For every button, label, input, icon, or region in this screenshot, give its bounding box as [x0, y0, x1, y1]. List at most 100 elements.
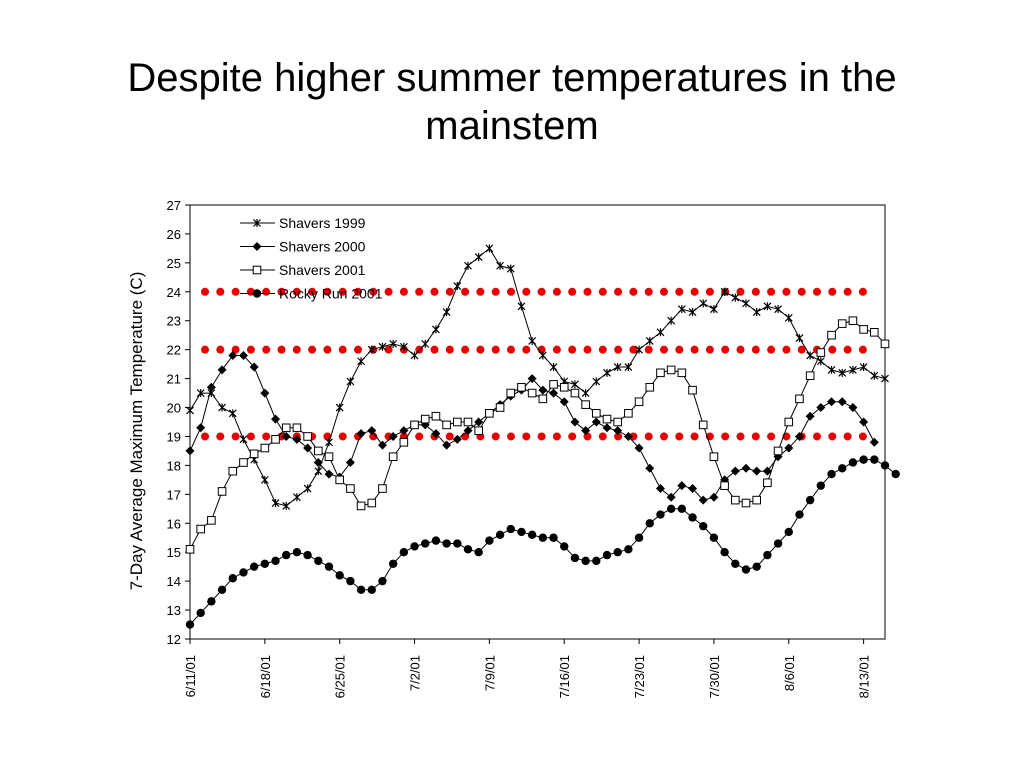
data-point-rocky-run-2001	[570, 553, 580, 563]
data-point-shavers-2001	[463, 417, 473, 427]
data-point-shavers-1999	[485, 244, 494, 253]
data-point-rocky-run-2001	[527, 530, 537, 540]
data-point-shavers-2001	[314, 446, 323, 456]
x-tick-label: 7/9/01	[482, 655, 497, 691]
data-point-shavers-2000	[677, 481, 687, 491]
data-point-rocky-run-2001	[795, 510, 804, 519]
data-point-shavers-1999	[784, 313, 793, 322]
data-point-shavers-1999	[592, 377, 601, 386]
data-point-shavers-2001	[292, 423, 302, 433]
x-tick-label: 6/11/01	[183, 655, 198, 697]
data-point-rocky-run-2001	[506, 524, 515, 534]
data-point-shavers-2001	[517, 382, 526, 392]
data-point-shavers-1999	[848, 365, 857, 374]
data-point-shavers-2001	[741, 498, 751, 508]
data-point-rocky-run-2001	[314, 556, 323, 566]
data-point-shavers-2001	[410, 420, 419, 430]
y-tick-label: 26	[167, 227, 181, 242]
data-point-rocky-run-2001	[763, 550, 772, 560]
x-tick-label: 7/23/01	[632, 655, 647, 698]
legend-marker-shavers-2000	[252, 242, 262, 251]
data-point-shavers-2000	[206, 382, 216, 392]
y-tick-label: 19	[167, 429, 181, 444]
data-point-shavers-2001	[602, 414, 612, 424]
reference-lines	[201, 287, 882, 441]
data-point-rocky-run-2001	[848, 458, 858, 467]
y-axis-label: 7-Day Average Maximum Temperature (C)	[127, 272, 146, 591]
data-point-shavers-1999	[260, 475, 269, 484]
legend-marker-rocky-run-2001	[252, 289, 262, 298]
data-point-rocky-run-2001	[324, 562, 334, 571]
data-point-shavers-2000	[655, 484, 665, 494]
data-point-rocky-run-2001	[228, 574, 237, 583]
data-point-shavers-2000	[260, 388, 270, 398]
y-tick-label: 15	[167, 545, 181, 560]
data-point-shavers-1999	[474, 253, 483, 262]
data-point-shavers-1999	[581, 389, 590, 398]
data-point-shavers-1999	[731, 293, 740, 302]
data-point-shavers-2000	[784, 443, 794, 453]
data-point-shavers-1999	[410, 351, 419, 360]
data-point-rocky-run-2001	[805, 495, 815, 505]
data-point-shavers-1999	[624, 363, 633, 372]
data-point-shavers-2000	[217, 365, 227, 375]
data-point-shavers-2001	[581, 400, 590, 409]
data-point-shavers-2001	[495, 403, 505, 412]
data-point-rocky-run-2001	[688, 513, 697, 522]
data-point-shavers-2000	[442, 440, 452, 450]
data-point-rocky-run-2001	[624, 545, 633, 554]
data-point-shavers-2000	[613, 426, 623, 436]
data-point-rocky-run-2001	[891, 469, 900, 479]
data-point-shavers-2001	[752, 495, 761, 505]
data-point-rocky-run-2001	[741, 565, 751, 574]
data-point-rocky-run-2001	[634, 533, 644, 542]
data-point-shavers-2001	[592, 409, 601, 418]
data-point-shavers-1999	[517, 302, 526, 311]
data-point-shavers-2000	[452, 434, 462, 444]
data-point-rocky-run-2001	[816, 481, 826, 490]
y-tick-label: 16	[167, 516, 181, 531]
data-point-shavers-2001	[303, 432, 312, 441]
data-point-shavers-1999	[389, 339, 398, 348]
data-point-shavers-2000	[634, 443, 644, 453]
data-point-shavers-2001	[378, 484, 387, 493]
data-point-shavers-2001	[688, 385, 697, 395]
data-point-shavers-1999	[196, 389, 205, 398]
data-point-shavers-1999	[239, 435, 248, 444]
data-point-shavers-2001	[784, 417, 794, 427]
data-point-rocky-run-2001	[677, 504, 687, 513]
data-point-rocky-run-2001	[773, 539, 783, 548]
data-point-shavers-2000	[399, 426, 409, 436]
data-point-rocky-run-2001	[196, 608, 205, 618]
data-point-rocky-run-2001	[838, 464, 847, 473]
y-tick-label: 24	[167, 285, 181, 300]
y-tick-label: 25	[167, 256, 181, 271]
data-point-shavers-1999	[538, 351, 547, 360]
x-tick-label: 7/16/01	[557, 655, 572, 698]
data-point-shavers-1999	[496, 261, 505, 270]
data-point-shavers-2001	[399, 437, 409, 447]
data-point-shavers-2001	[217, 487, 227, 496]
data-point-shavers-2000	[762, 466, 772, 476]
legend-label-shavers-1999: Shavers 1999	[279, 215, 366, 231]
data-point-shavers-2001	[388, 452, 398, 462]
data-point-shavers-2000	[827, 397, 837, 407]
data-point-shavers-2001	[453, 417, 462, 427]
data-point-shavers-1999	[325, 438, 333, 447]
data-point-shavers-1999	[752, 308, 761, 317]
data-point-shavers-2001	[624, 409, 633, 418]
data-point-shavers-1999	[367, 345, 376, 354]
data-point-shavers-2001	[570, 388, 580, 398]
data-point-rocky-run-2001	[185, 620, 195, 629]
data-point-shavers-2001	[805, 371, 815, 381]
data-point-shavers-2001	[442, 420, 451, 430]
data-point-shavers-2001	[281, 423, 291, 433]
data-point-rocky-run-2001	[282, 550, 291, 560]
plot-area	[189, 204, 886, 640]
data-point-shavers-1999	[186, 406, 194, 415]
data-point-shavers-2000	[559, 397, 569, 407]
data-point-shavers-2000	[859, 417, 869, 427]
data-point-shavers-2000	[313, 458, 323, 468]
data-point-shavers-2001	[731, 495, 740, 505]
data-point-rocky-run-2001	[346, 576, 355, 586]
